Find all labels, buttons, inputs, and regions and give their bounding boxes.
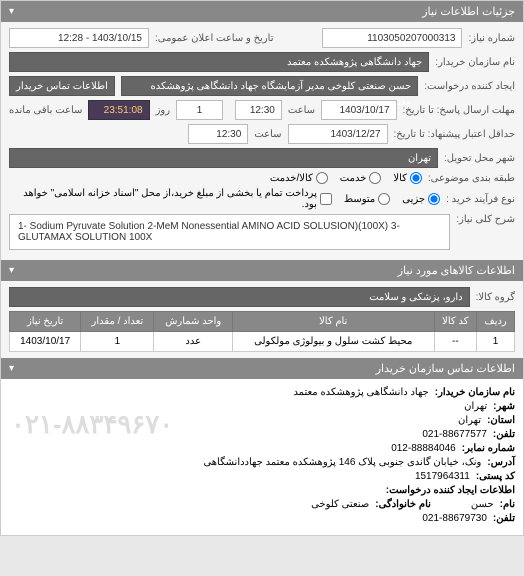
time-label-1: ساعت xyxy=(288,105,315,116)
family-label: نام خانوادگی: xyxy=(375,499,431,510)
delivery-city-label: شهر محل تحویل: xyxy=(444,153,515,164)
budget-type-label: طبقه بندی موضوعی: xyxy=(428,173,515,184)
announce-field: 1403/10/15 - 12:28 xyxy=(9,28,149,48)
table-header: تاریخ نیاز xyxy=(10,312,81,332)
days-field: 1 xyxy=(176,100,223,120)
deadline-from-label: مهلت ارسال پاسخ: تا تاریخ: xyxy=(403,105,515,116)
phone-value: 021-88677577 xyxy=(422,429,487,440)
name-value: حسن xyxy=(471,499,494,510)
fax-label: شماره نمابر: xyxy=(462,443,515,454)
table-cell: 1 xyxy=(81,332,154,352)
city-value: تهران xyxy=(464,401,487,412)
radio-service[interactable]: خدمت xyxy=(340,172,382,184)
address-label: آدرس: xyxy=(487,457,515,468)
time-label-2: ساعت xyxy=(254,129,281,140)
chevron-down-icon[interactable]: ▾ xyxy=(9,363,14,374)
form-area: شماره نیاز: 1103050207000313 تاریخ و ساع… xyxy=(1,22,523,260)
group-label: گروه کالا: xyxy=(476,292,515,303)
deadline-time-field: 12:30 xyxy=(235,100,282,120)
radio-medium-input[interactable] xyxy=(378,193,390,205)
org-label: نام سازمان خریدار: xyxy=(435,387,515,398)
radio-small[interactable]: جزیی xyxy=(402,193,440,205)
goods-title: اطلاعات کالاهای مورد نیاز xyxy=(398,264,515,277)
purchase-radio-group: جزیی متوسط xyxy=(344,193,440,205)
buyer-field: جهاد دانشگاهی پژوهشکده معتمد xyxy=(9,52,429,72)
table-header: واحد شمارش xyxy=(154,312,232,332)
goods-area: گروه کالا: دارو، پزشکی و سلامت ردیفکد کا… xyxy=(1,281,523,358)
valid-to-time-field: 12:30 xyxy=(188,124,248,144)
radio-goods-service-input[interactable] xyxy=(316,172,328,184)
org-value: جهاد دانشگاهی پژوهشکده معتمد xyxy=(293,387,428,398)
table-row: 1--محیط کشت سلول و بیولوژی مولکولیعدد114… xyxy=(10,332,515,352)
chevron-down-icon[interactable]: ▾ xyxy=(9,6,14,17)
contact-area: ۰۲۱-۸۸۳۴۹۶۷۰ نام سازمان خریدار:جهاد دانش… xyxy=(1,379,523,535)
province-label: استان: xyxy=(487,415,515,426)
requester-label: ایجاد کننده درخواست: xyxy=(424,81,515,92)
table-header: نام کالا xyxy=(232,312,434,332)
main-title: جزئیات اطلاعات نیاز xyxy=(422,5,515,18)
goods-header: اطلاعات کالاهای مورد نیاز ▾ xyxy=(1,260,523,281)
treasury-checkbox-input[interactable] xyxy=(320,193,332,205)
purchase-type-label: نوع فرآیند خرید : xyxy=(446,194,515,205)
city-label: شهر: xyxy=(493,401,515,412)
family-value: صنعتی کلوخی xyxy=(311,499,369,510)
deadline-date-field: 1403/10/17 xyxy=(321,100,396,120)
remaining-label: ساعت باقی مانده xyxy=(9,105,82,116)
radio-goods-service[interactable]: کالا/خدمت xyxy=(270,172,328,184)
valid-to-label: حداقل اعتبار پیشنهاد: تا تاریخ: xyxy=(394,129,515,140)
cphone-value: 021-88679730 xyxy=(422,513,487,524)
radio-goods[interactable]: کالا xyxy=(393,172,422,184)
table-cell: 1403/10/17 xyxy=(10,332,81,352)
need-number-label: شماره نیاز: xyxy=(468,33,515,44)
announce-label: تاریخ و ساعت اعلان عمومی: xyxy=(155,33,274,44)
goods-table: ردیفکد کالانام کالاواحد شمارشتعداد / مقد… xyxy=(9,311,515,352)
radio-small-input[interactable] xyxy=(428,193,440,205)
delivery-city-field: تهران xyxy=(9,148,438,168)
valid-to-date-field: 1403/12/27 xyxy=(288,124,388,144)
fax-value: 012-88884046 xyxy=(391,443,456,454)
table-header: کد کالا xyxy=(434,312,477,332)
group-field: دارو، پزشکی و سلامت xyxy=(9,287,470,307)
treasury-checkbox[interactable]: پرداخت تمام یا بخشی از مبلغ خرید،از محل … xyxy=(9,188,332,210)
requester-field: حسن صنعتی کلوخی مدیر آزمایشگاه جهاد دانش… xyxy=(121,76,418,96)
cphone-label: تلفن: xyxy=(493,513,515,524)
table-cell: عدد xyxy=(154,332,232,352)
table-header: ردیف xyxy=(477,312,515,332)
days-label: روز xyxy=(156,105,171,116)
radio-medium[interactable]: متوسط xyxy=(344,193,390,205)
main-header: جزئیات اطلاعات نیاز ▾ xyxy=(1,1,523,22)
buyer-contact-button[interactable]: اطلاعات تماس خریدار xyxy=(9,76,115,96)
table-cell: 1 xyxy=(477,332,515,352)
budget-radio-group: کالا خدمت کالا/خدمت xyxy=(270,172,422,184)
radio-goods-input[interactable] xyxy=(410,172,422,184)
table-header: تعداد / مقدار xyxy=(81,312,154,332)
desc-field: 1- Sodium Pyruvate Solution 2-MeM Noness… xyxy=(9,214,450,250)
creator-header: اطلاعات ایجاد کننده درخواست: xyxy=(386,485,515,496)
postal-label: کد پستی: xyxy=(476,471,515,482)
radio-service-input[interactable] xyxy=(369,172,381,184)
phone-label: تلفن: xyxy=(493,429,515,440)
buyer-label: نام سازمان خریدار: xyxy=(435,57,515,68)
countdown-field: 23:51:08 xyxy=(88,100,149,120)
chevron-down-icon[interactable]: ▾ xyxy=(9,265,14,276)
table-cell: -- xyxy=(434,332,477,352)
contact-header: اطلاعات تماس سازمان خریدار ▾ xyxy=(1,358,523,379)
province-value: تهران xyxy=(458,415,481,426)
table-cell: محیط کشت سلول و بیولوژی مولکولی xyxy=(232,332,434,352)
contact-title: اطلاعات تماس سازمان خریدار xyxy=(376,362,515,375)
name-label: نام: xyxy=(500,499,515,510)
postal-value: 1517964311 xyxy=(415,471,470,482)
desc-label: شرح کلی نیاز: xyxy=(456,214,515,225)
address-value: ونک، خیابان گاندی جنوبی پلاک 146 پژوهشکد… xyxy=(203,457,481,468)
need-number-field: 1103050207000313 xyxy=(322,28,462,48)
